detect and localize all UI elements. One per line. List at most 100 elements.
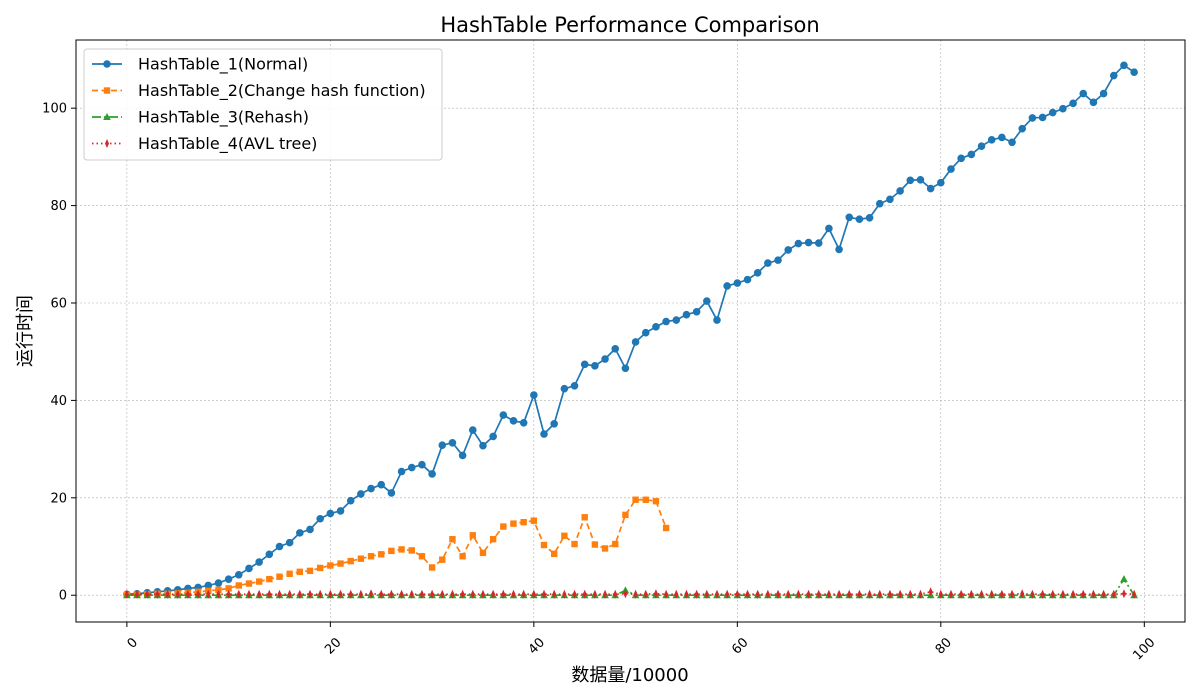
data-point [530, 517, 538, 524]
data-point [622, 511, 629, 519]
data-point [855, 215, 864, 224]
data-point [916, 175, 925, 184]
data-point [520, 518, 527, 526]
data-point [918, 589, 923, 599]
data-point [776, 589, 781, 599]
data-point [357, 555, 365, 562]
data-point [135, 589, 140, 599]
data-point [469, 532, 476, 539]
legend-entry: HashTable_1(Normal) [92, 55, 308, 75]
legend-label: HashTable_1(Normal) [138, 55, 308, 75]
data-point [255, 578, 263, 585]
data-point [357, 490, 365, 498]
data-point [440, 589, 445, 599]
data-point [896, 187, 904, 195]
legend-box [83, 48, 443, 161]
data-point [1109, 71, 1118, 80]
data-point [1008, 138, 1016, 147]
series-3 [123, 575, 1138, 599]
data-point [449, 536, 456, 543]
data-point [479, 549, 487, 557]
data-point [206, 589, 211, 599]
data-point [562, 589, 567, 599]
data-point [226, 589, 231, 599]
data-point [306, 567, 314, 575]
data-point [316, 514, 324, 523]
series-line [126, 64, 1135, 596]
data-point [519, 419, 528, 427]
data-point [531, 589, 536, 599]
data-point [491, 589, 496, 599]
data-point [989, 589, 994, 599]
data-point [774, 256, 782, 264]
data-point [1048, 108, 1057, 117]
data-point [1101, 589, 1106, 599]
data-point [908, 589, 913, 599]
data-point [725, 589, 730, 599]
data-point [266, 575, 273, 583]
data-point [419, 589, 424, 599]
data-point [509, 417, 518, 425]
data-point [275, 542, 284, 551]
data-point [530, 391, 538, 399]
data-point [662, 524, 670, 532]
data-point [1060, 589, 1065, 599]
data-point [1010, 589, 1015, 599]
legend-entry: HashTable_2(Change hash function) [92, 81, 426, 101]
data-point [318, 589, 323, 599]
data-point [613, 589, 618, 599]
data-point [664, 589, 669, 599]
data-point [399, 589, 404, 599]
data-point [987, 136, 996, 144]
data-point [326, 509, 335, 518]
data-point [591, 362, 599, 370]
data-point [560, 384, 569, 393]
data-point [582, 589, 587, 599]
data-point [865, 213, 874, 222]
data-point [806, 589, 811, 599]
data-point [277, 589, 282, 599]
data-point [926, 184, 935, 193]
data-point [316, 564, 324, 572]
data-point [714, 589, 719, 599]
data-point [928, 587, 933, 597]
data-point [603, 589, 608, 599]
data-point [389, 589, 394, 599]
legend-label: HashTable_3(Rehash) [138, 108, 309, 128]
y-tick-label: 20 [50, 491, 67, 506]
data-point [733, 279, 742, 287]
data-point [837, 589, 842, 599]
data-point [418, 553, 426, 560]
data-point [430, 589, 435, 599]
data-point [367, 553, 375, 560]
data-point [1038, 113, 1047, 122]
data-point [1028, 114, 1037, 122]
data-point [835, 245, 843, 254]
data-point [948, 589, 953, 599]
data-point [765, 589, 770, 599]
data-point [388, 547, 395, 555]
data-point [652, 498, 660, 505]
data-point [672, 316, 681, 324]
data-point [460, 589, 465, 599]
data-point [621, 364, 630, 373]
data-point [735, 589, 740, 599]
data-point [786, 589, 791, 599]
data-point [906, 176, 915, 185]
data-point [346, 496, 355, 505]
data-point [185, 589, 190, 599]
y-tick-label: 100 [42, 102, 67, 117]
y-tick-label: 80 [50, 199, 67, 214]
data-point [1120, 575, 1128, 583]
data-point [245, 580, 253, 587]
legend-label: HashTable_2(Change hash function) [138, 81, 426, 101]
data-point [633, 589, 638, 599]
data-point [327, 562, 334, 569]
data-point [652, 323, 660, 331]
data-point [540, 430, 548, 438]
data-point [367, 484, 375, 493]
data-point [428, 470, 436, 478]
data-point [550, 550, 558, 558]
data-point [999, 589, 1004, 599]
